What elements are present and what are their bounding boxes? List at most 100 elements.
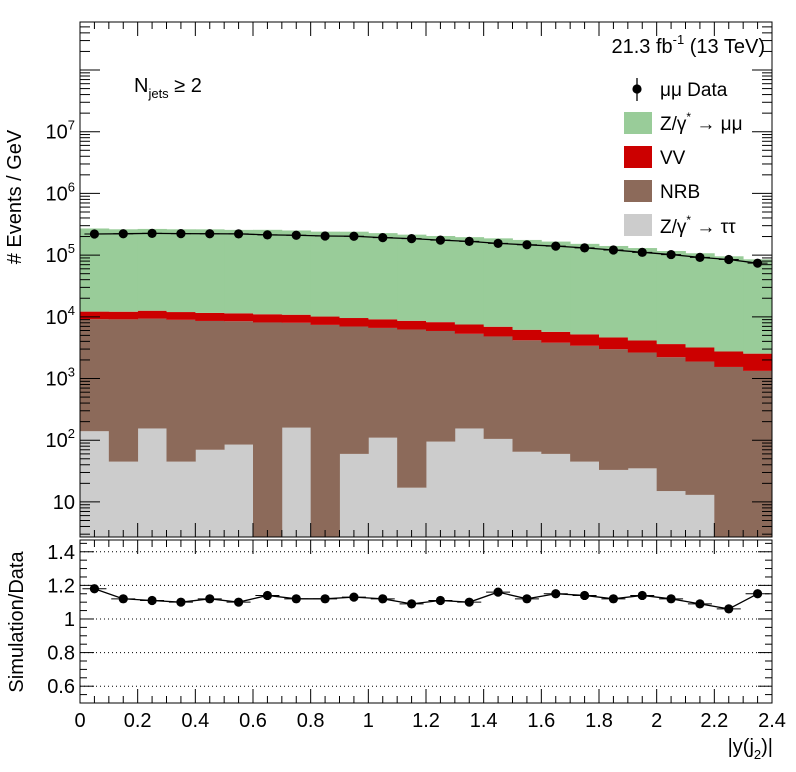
ratio-point	[493, 587, 503, 597]
data-point	[89, 229, 100, 239]
bar-nrb	[570, 345, 600, 462]
bar-zmumu	[714, 256, 744, 352]
bar-ztautau	[368, 437, 398, 537]
legend-zmumu-swatch	[624, 112, 652, 134]
data-point	[262, 230, 273, 240]
x-tick-label: 0.6	[239, 710, 267, 732]
bar-vv	[108, 311, 139, 320]
bar-zmumu	[656, 250, 686, 345]
bar-nrb	[137, 318, 167, 429]
bar-zmumu	[743, 259, 773, 354]
data-point	[579, 243, 590, 253]
legend-entry-ztautau: Z/γ* → ττ	[624, 213, 736, 238]
bar-zmumu	[224, 229, 254, 314]
bar-ztautau	[454, 428, 485, 537]
bar-zmumu	[80, 228, 110, 312]
bar-ztautau	[483, 438, 513, 537]
bar-zmumu	[137, 228, 167, 311]
data-point	[320, 231, 330, 241]
legend-nrb-label: NRB	[660, 182, 700, 203]
bar-vv	[224, 313, 254, 322]
x-tick-label: 1.2	[412, 710, 440, 732]
selection-cut: ≥ 2	[169, 75, 202, 97]
data-point	[378, 233, 388, 243]
legend-ztautau-sup: *	[686, 213, 691, 227]
data-point	[233, 229, 244, 239]
ratio-point	[464, 597, 474, 607]
ratio-y-tick-label: 1.4	[47, 542, 75, 564]
bar-vv	[743, 353, 773, 371]
bar-nrb	[108, 319, 139, 462]
bar-zmumu	[541, 241, 571, 332]
bar-nrb	[714, 366, 744, 537]
bar-vv	[166, 312, 196, 320]
ratio-point	[724, 604, 734, 614]
top-y-axis-title: # Events / GeV	[4, 129, 26, 264]
bar-vv	[281, 314, 312, 323]
bar-nrb	[483, 336, 513, 439]
top-y-tick-label: 103	[46, 365, 75, 391]
bar-ztautau	[627, 468, 658, 537]
bar-vv	[253, 314, 283, 323]
bar-vv	[137, 310, 167, 319]
bar-vv	[80, 311, 110, 320]
data-point	[118, 229, 128, 239]
top-y-tick-exponent: 5	[68, 241, 75, 256]
ratio-point	[262, 590, 273, 601]
bar-nrb	[541, 342, 571, 454]
legend-data-marker	[632, 84, 642, 94]
ratio-point	[406, 599, 417, 609]
legend-vv-label: VV	[660, 148, 686, 169]
top-y-tick-base: 10	[46, 430, 68, 452]
bar-vv	[310, 316, 340, 325]
top-y-tick-exponent: 4	[68, 303, 75, 318]
x-tick-label: 0	[74, 710, 85, 732]
bar-nrb	[368, 327, 398, 438]
bar-zmumu	[599, 245, 629, 338]
bar-nrb	[512, 340, 542, 452]
bar-zmumu	[195, 229, 225, 313]
ratio-point	[378, 594, 388, 604]
legend-zmumu-tail: → μμ	[691, 114, 742, 135]
bar-ztautau	[512, 451, 542, 537]
legend-zmumu-sup: *	[686, 110, 691, 124]
ratio-point	[695, 599, 705, 609]
x-title-prefix: |y(j	[728, 736, 754, 758]
top-y-tick-label: 10	[53, 492, 75, 514]
ratio-point	[435, 595, 446, 606]
top-y-tick-label: 105	[46, 241, 75, 267]
ratio-point	[176, 597, 186, 607]
top-y-tick-exponent: 3	[68, 365, 75, 380]
bar-ztautau	[656, 491, 686, 537]
data-point	[522, 240, 532, 250]
bar-zmumu	[281, 230, 312, 315]
data-point	[637, 247, 647, 257]
data-point	[752, 258, 763, 268]
legend-entry-nrb: NRB	[624, 180, 700, 203]
ratio-point	[233, 597, 244, 607]
x-tick-label: 1	[363, 710, 374, 732]
data-point	[176, 229, 186, 239]
x-tick-label: 2.2	[700, 710, 728, 732]
top-y-tick-base: 10	[46, 245, 68, 267]
ratio-points	[82, 584, 770, 614]
bar-zmumu	[339, 231, 369, 319]
bar-ztautau	[108, 461, 139, 537]
ratio-line	[94, 588, 758, 610]
x-tick-label: 0.8	[297, 710, 325, 732]
ratio-y-tick-label: 0.6	[47, 676, 75, 698]
bar-vv	[426, 322, 456, 331]
x-title-subscript: 2	[754, 747, 761, 762]
bar-vv	[483, 326, 513, 337]
data-point	[695, 252, 705, 262]
data-point	[205, 229, 215, 239]
x-axis-title: |y(j2)|	[728, 736, 773, 762]
data-point	[724, 254, 734, 265]
bar-vv	[714, 351, 744, 367]
legend-ztautau-swatch	[624, 214, 652, 236]
bar-ztautau	[166, 461, 196, 537]
bar-nrb	[281, 322, 312, 428]
bar-nrb	[426, 330, 456, 442]
